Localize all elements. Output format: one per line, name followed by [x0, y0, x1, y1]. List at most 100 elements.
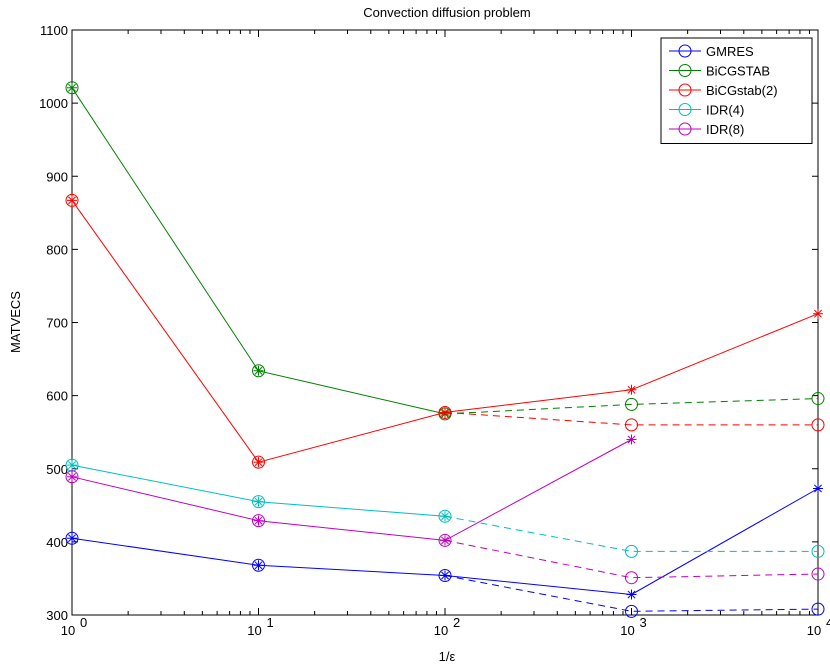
series-idr-4-dashed-line — [444, 515, 818, 552]
y-tick-label: 1000 — [39, 96, 68, 111]
y-tick-label: 700 — [46, 316, 68, 331]
plot-area: 300 400 500 600 700 800 900 1000 1100 10 0 10 1 10 2 10… — [39, 23, 830, 638]
series-gmres-star-point — [253, 560, 264, 571]
legend-marker — [678, 83, 692, 97]
series-gmres-star-point — [440, 570, 450, 581]
y-tick-label: 800 — [46, 242, 68, 257]
x-tick-label: 10 — [620, 623, 634, 638]
legend-item-idr-8: IDR(8) — [669, 122, 744, 137]
legend-marker — [678, 64, 692, 77]
series-gmres-circle-point — [65, 531, 79, 545]
y-tick-label: 900 — [46, 169, 68, 184]
x-tick-exponent: 1 — [267, 615, 274, 630]
series-gmres-circle-point — [625, 604, 638, 618]
x-tick-exponent: 4 — [826, 615, 830, 630]
series-idr-8-circle-point — [438, 533, 452, 547]
chart-title: Convection diffusion problem — [363, 5, 530, 20]
star-stroke — [441, 408, 449, 417]
series-idr-8-circle-point — [625, 571, 638, 585]
y-tick-label: 500 — [46, 462, 68, 477]
series-bicgstab-2-star-point — [440, 407, 450, 418]
series-idr-8-star-point — [253, 515, 264, 526]
x-tick-label: 10 — [434, 623, 448, 638]
y-tick-label: 600 — [46, 389, 68, 404]
star-stroke — [68, 534, 76, 543]
legend-item-idr-4: IDR(4) — [669, 103, 744, 118]
legend-label: IDR(8) — [706, 122, 744, 137]
series-idr-4-circle-point — [252, 495, 265, 509]
star-stroke — [627, 590, 636, 599]
star-stroke — [441, 536, 449, 545]
series-bicgstab-2-circle-point — [252, 455, 265, 469]
star-stroke — [627, 385, 636, 394]
star-stroke — [254, 516, 263, 525]
legend-item-bicgstab: BiCGSTAB — [669, 64, 770, 79]
series-bicgstab-circle-point — [65, 81, 79, 95]
legend-marker — [678, 103, 692, 116]
y-axis-title: MATVECS — [8, 291, 23, 353]
star-stroke — [814, 309, 822, 318]
star-stroke — [254, 561, 263, 570]
series-idr-8-star-point — [626, 434, 637, 445]
x-tick-exponent: 3 — [640, 615, 647, 630]
series-bicgstab-2-solid-line — [71, 200, 819, 463]
x-tick-exponent: 0 — [80, 615, 87, 630]
series-bicgstab-2-star-point — [813, 308, 823, 319]
series-bicgstab-2-star-point — [626, 384, 637, 395]
star-stroke — [68, 196, 76, 205]
series-bicgstab-2-dashed-line — [444, 411, 818, 426]
series-gmres-star-point — [626, 589, 637, 600]
x-tick-label: 10 — [807, 623, 821, 638]
legend-box — [660, 37, 813, 144]
x-tick-label: 10 — [61, 623, 75, 638]
star-stroke — [254, 366, 263, 375]
series-gmres-circle-point — [252, 558, 265, 572]
y-tick-label: 400 — [46, 535, 68, 550]
star-stroke — [441, 512, 449, 521]
series-idr-8-star-point — [67, 471, 77, 482]
series-bicgstab-dashed-line — [444, 398, 819, 415]
series-gmres-star-point — [67, 533, 77, 544]
series-idr-4-star-point — [67, 460, 77, 471]
series-gmres-star-point — [813, 483, 823, 494]
legend-marker — [678, 122, 692, 136]
x-axis-title: 1/ε — [439, 649, 456, 664]
series-gmres-dashed-line — [444, 575, 819, 612]
series-bicgstab-circle-point — [811, 392, 825, 406]
series-bicgstab-2-circle-point — [811, 418, 825, 432]
series-idr-4-solid-line — [71, 464, 446, 517]
series-bicgstab-star-point — [253, 365, 264, 376]
legend-label: BiCGSTAB — [706, 64, 770, 79]
star-stroke — [814, 484, 822, 493]
series-bicgstab-2-star-point — [253, 457, 264, 468]
y-tick-label: 1100 — [40, 23, 68, 38]
series-idr-4-star-point — [253, 496, 264, 507]
legend-item-gmres: GMRES — [669, 44, 754, 59]
star-stroke — [254, 497, 263, 506]
series-bicgstab-circle-point — [252, 364, 265, 378]
series-idr-8-circle-point — [65, 470, 79, 484]
legend-label: IDR(4) — [706, 103, 744, 118]
series-idr-4-circle-point — [811, 544, 825, 558]
star-stroke — [68, 472, 76, 481]
series-bicgstab-circle-point — [625, 397, 638, 411]
star-stroke — [68, 461, 76, 470]
series-idr-4-circle-point — [625, 544, 638, 558]
series-idr-8-solid-line — [71, 439, 632, 541]
series-idr-8-circle-point — [252, 514, 265, 528]
x-tick-exponent: 2 — [453, 615, 460, 630]
legend-label: BiCGstab(2) — [706, 83, 778, 98]
legend-label: GMRES — [706, 44, 754, 59]
series-idr-4-star-point — [440, 511, 450, 522]
x-tick-label: 10 — [247, 623, 261, 638]
y-tick-label: 300 — [46, 608, 68, 623]
series-gmres-circle-point — [438, 569, 452, 583]
star-stroke — [441, 571, 449, 580]
star-stroke — [254, 458, 263, 467]
legend: GMRES BiCGSTAB BiCGstab(2) IDR(4) IDR(8) — [660, 37, 813, 144]
series-idr-4-circle-point — [438, 509, 452, 523]
series-idr-8-dashed-line — [444, 539, 819, 579]
legend-item-bicgstab-2: BiCGstab(2) — [669, 83, 778, 98]
